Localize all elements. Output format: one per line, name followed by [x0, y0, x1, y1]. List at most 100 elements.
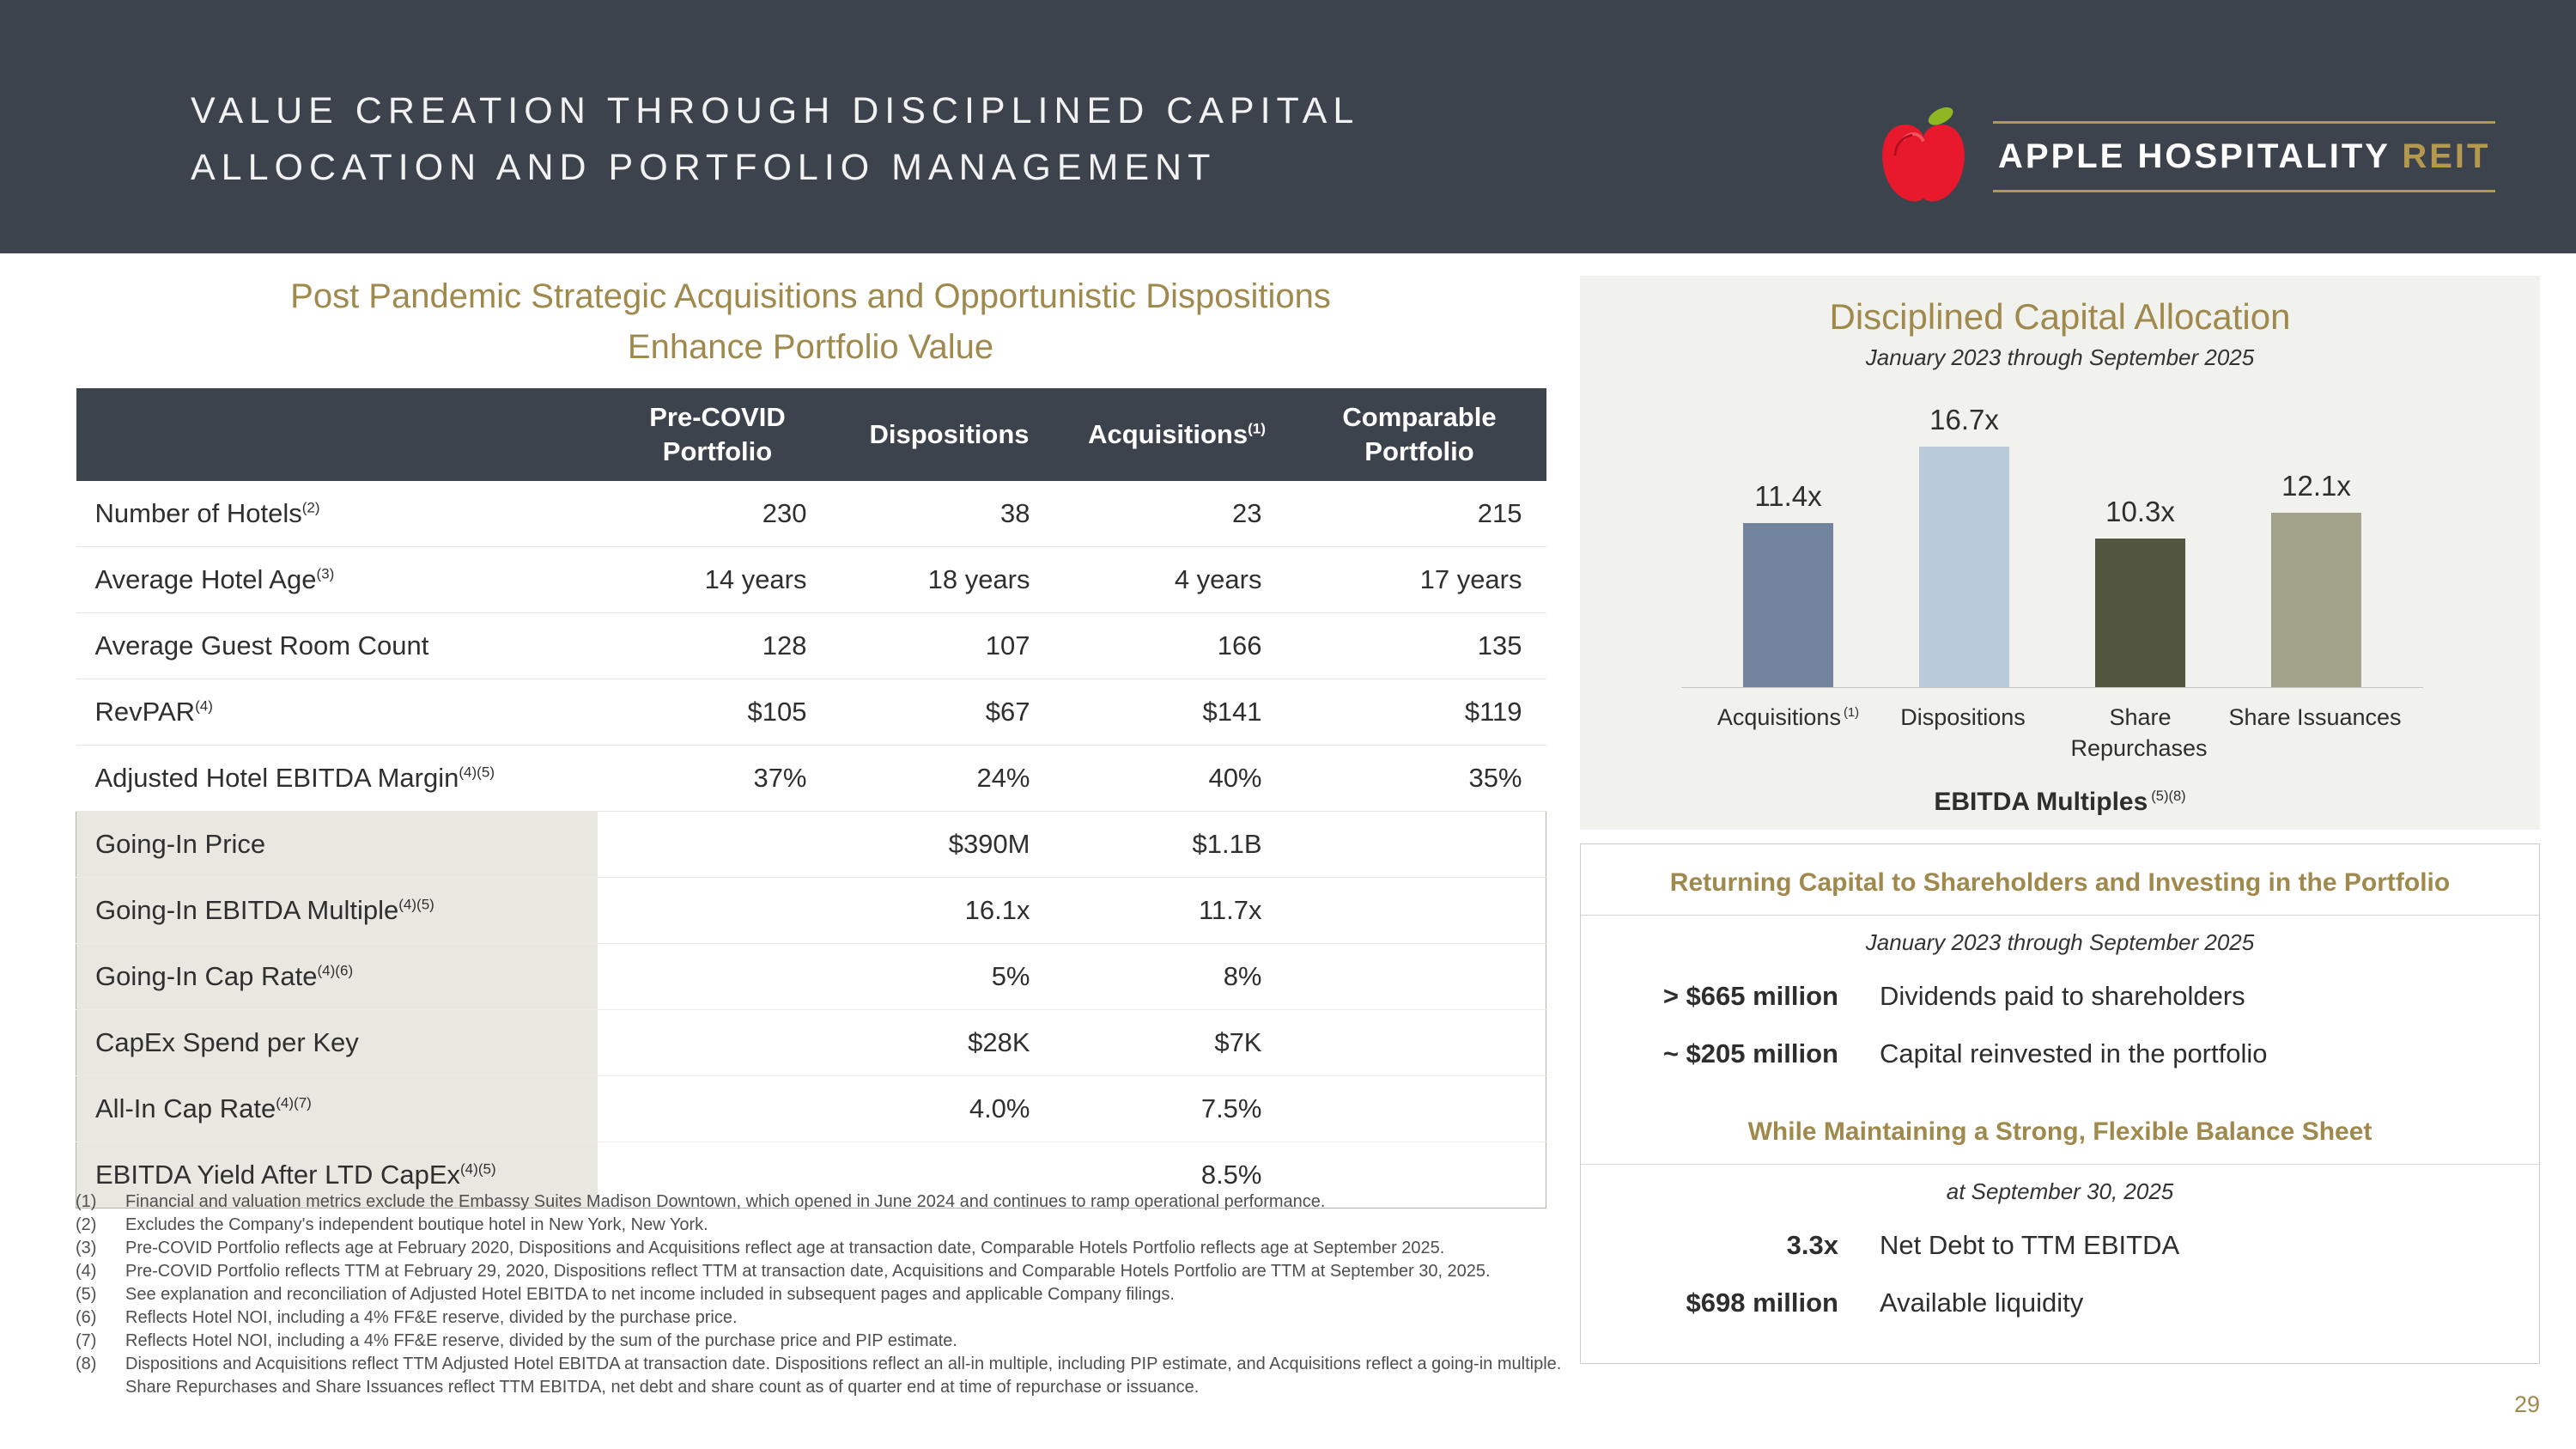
- footnote-number: (5): [76, 1285, 97, 1304]
- slide-title: VALUE CREATION THROUGH DISCIPLINED CAPIT…: [191, 82, 1359, 196]
- row-label: Number of Hotels: [94, 498, 302, 528]
- metric-row: $698 million Available liquidity: [1581, 1286, 2539, 1320]
- row-label: Going-In Price: [95, 829, 266, 859]
- brand-suffix: REIT: [2402, 137, 2491, 175]
- footnote: (4) Pre-COVID Portfolio reflects TTM at F…: [76, 1260, 1571, 1283]
- table-cell: [1292, 1142, 1546, 1209]
- comparison-table: Pre-COVID Portfolio Dispositions Acquisi…: [76, 388, 1546, 1209]
- table-cell: $141: [1060, 679, 1293, 746]
- header-bar: VALUE CREATION THROUGH DISCIPLINED CAPIT…: [0, 0, 2576, 253]
- table-header-cell: Comparable Portfolio: [1292, 388, 1546, 481]
- footnote-number: (4): [76, 1262, 97, 1281]
- chart-category-labels: Acquisitions (1) Dispositions Share Repur…: [1700, 702, 2404, 764]
- footnote: (8) Dispositions and Acquisitions reflect…: [76, 1353, 1571, 1399]
- panel-heading: Returning Capital to Shareholders and In…: [1669, 868, 2451, 897]
- footnote: (6) Reflects Hotel NOI, including a 4% FF…: [76, 1306, 1571, 1330]
- table-row: All-In Cap Rate(4)(7) 4.0% 7.5%: [76, 1075, 1546, 1142]
- table-cell: 11.7x: [1060, 877, 1293, 944]
- chart-column-share-repurchases: 10.3x: [2052, 387, 2228, 687]
- table-cell: [597, 1142, 838, 1209]
- table-cell: 7.5%: [1060, 1075, 1293, 1142]
- metric-row: > $665 million Dividends paid to shareho…: [1581, 979, 2539, 1014]
- table-row: CapEx Spend per Key $28K $7K: [76, 1009, 1546, 1076]
- table-header-cell: Acquisitions(1): [1060, 388, 1293, 481]
- row-label: Average Hotel Age: [94, 564, 317, 594]
- footnote-ref: (1): [1843, 706, 1860, 720]
- table-cell: 4.0%: [837, 1075, 1061, 1142]
- footnote-text: Pre-COVID Portfolio reflects age at Febr…: [125, 1239, 1445, 1257]
- panel-subtitle: January 2023 through September 2025: [1865, 929, 2255, 955]
- table-cell: 35%: [1292, 745, 1546, 812]
- table-cell: [1292, 877, 1546, 944]
- page-number: 29: [2513, 1391, 2540, 1417]
- footnote-number: (3): [76, 1239, 97, 1257]
- brand-name: APPLE HOSPITALITY: [1998, 137, 2391, 175]
- footnote-ref: (4): [195, 697, 213, 715]
- row-label-cell: All-In Cap Rate(4)(7): [76, 1075, 598, 1142]
- table-cell: 38: [837, 481, 1061, 547]
- footnote-number: (2): [76, 1215, 97, 1234]
- footnote-ref: (4)(5): [460, 1160, 496, 1178]
- table-cell: [597, 1075, 838, 1142]
- table-row: Adjusted Hotel EBITDA Margin(4)(5) 37% 24%…: [76, 745, 1546, 812]
- footnote: (1) Financial and valuation metrics exclu…: [76, 1190, 1571, 1214]
- table-row: Going-In Cap Rate(4)(6) 5% 8%: [76, 943, 1546, 1010]
- footnote-number: (7): [76, 1331, 97, 1350]
- footnote: (5) See explanation and reconciliation of…: [76, 1283, 1571, 1306]
- table-cell: 16.1x: [837, 877, 1061, 944]
- table-cell: 8.5%: [1060, 1142, 1293, 1209]
- bar-value-label: 11.4x: [1754, 480, 1822, 512]
- footnotes: (1) Financial and valuation metrics exclu…: [76, 1190, 1571, 1399]
- chart-column-share-issuances: 12.1x: [2228, 387, 2404, 687]
- table-cell: $119: [1292, 679, 1546, 746]
- bar-share-repurchases: [2095, 539, 2185, 687]
- table-header-row: Pre-COVID Portfolio Dispositions Acquisi…: [76, 388, 1546, 481]
- row-label-cell: Number of Hotels(2): [76, 481, 598, 547]
- slide-title-line-1: VALUE CREATION THROUGH DISCIPLINED CAPIT…: [191, 90, 1360, 131]
- footnote-ref: (4)(6): [317, 962, 354, 979]
- table-header-cell-empty: [76, 388, 598, 481]
- table-row: Average Guest Room Count 128 107 166 135: [76, 612, 1546, 679]
- ebitda-multiples-chart: 11.4x 16.7x 10.3x 12.1x: [1700, 387, 2404, 687]
- footnote-ref: (1): [1248, 420, 1266, 437]
- metric-row: ~ $205 million Capital reinvested in the…: [1581, 1037, 2539, 1071]
- table-cell: 40%: [1060, 745, 1293, 812]
- table-cell: [1292, 1075, 1546, 1142]
- table-cell: [837, 1142, 1061, 1209]
- table-cell: 17 years: [1292, 546, 1546, 613]
- footnote-number: (6): [76, 1308, 97, 1327]
- table-cell: [597, 811, 838, 878]
- table-cell: 135: [1292, 612, 1546, 679]
- footnote-text: See explanation and reconciliation of Ad…: [125, 1285, 1175, 1304]
- table-cell: 215: [1292, 481, 1546, 547]
- row-label-cell: Going-In EBITDA Multiple(4)(5): [76, 877, 598, 944]
- category-label: Acquisitions (1): [1716, 704, 1860, 730]
- chart-column-acquisitions: 11.4x: [1700, 387, 1876, 687]
- metric-value: > $665 million: [1662, 981, 1838, 1011]
- company-logo: APPLE HOSPITALITY REIT: [1876, 101, 2496, 211]
- table-cell: $390M: [837, 811, 1061, 878]
- table-cell: $1.1B: [1060, 811, 1293, 878]
- row-label-cell: RevPAR(4): [76, 679, 598, 746]
- row-label-cell: EBITDA Yield After LTD CapEx(4)(5): [76, 1142, 598, 1209]
- table-header-cell: Pre-COVID Portfolio: [597, 388, 838, 481]
- table-row: Going-In Price $390M $1.1B: [76, 811, 1546, 878]
- footnote-ref: (4)(7): [276, 1094, 312, 1111]
- table-row: RevPAR(4) $105 $67 $141 $119: [76, 679, 1546, 746]
- table-cell: 128: [597, 612, 838, 679]
- table-row: Going-In EBITDA Multiple(4)(5) 16.1x 11.7x: [76, 877, 1546, 944]
- metric-desc: Capital reinvested in the portfolio: [1880, 1038, 2268, 1068]
- table-row: Average Hotel Age(3) 14 years 18 years 4 ye…: [76, 546, 1546, 613]
- footnote-number: (1): [76, 1192, 97, 1211]
- row-label: EBITDA Yield After LTD CapEx: [95, 1160, 460, 1190]
- row-label: CapEx Spend per Key: [95, 1027, 359, 1057]
- panel-heading: While Maintaining a Strong, Flexible Bal…: [1747, 1117, 2372, 1146]
- row-label: Adjusted Hotel EBITDA Margin: [94, 763, 459, 793]
- section-title: Post Pandemic Strategic Acquisitions and…: [76, 271, 1546, 373]
- row-label: Going-In Cap Rate: [95, 961, 318, 991]
- table-cell: 230: [597, 481, 838, 547]
- row-label: Going-In EBITDA Multiple: [95, 895, 399, 925]
- metric-value: 3.3x: [1786, 1230, 1838, 1260]
- bar-value-label: 16.7x: [1929, 404, 1999, 435]
- table-cell: 18 years: [837, 546, 1061, 613]
